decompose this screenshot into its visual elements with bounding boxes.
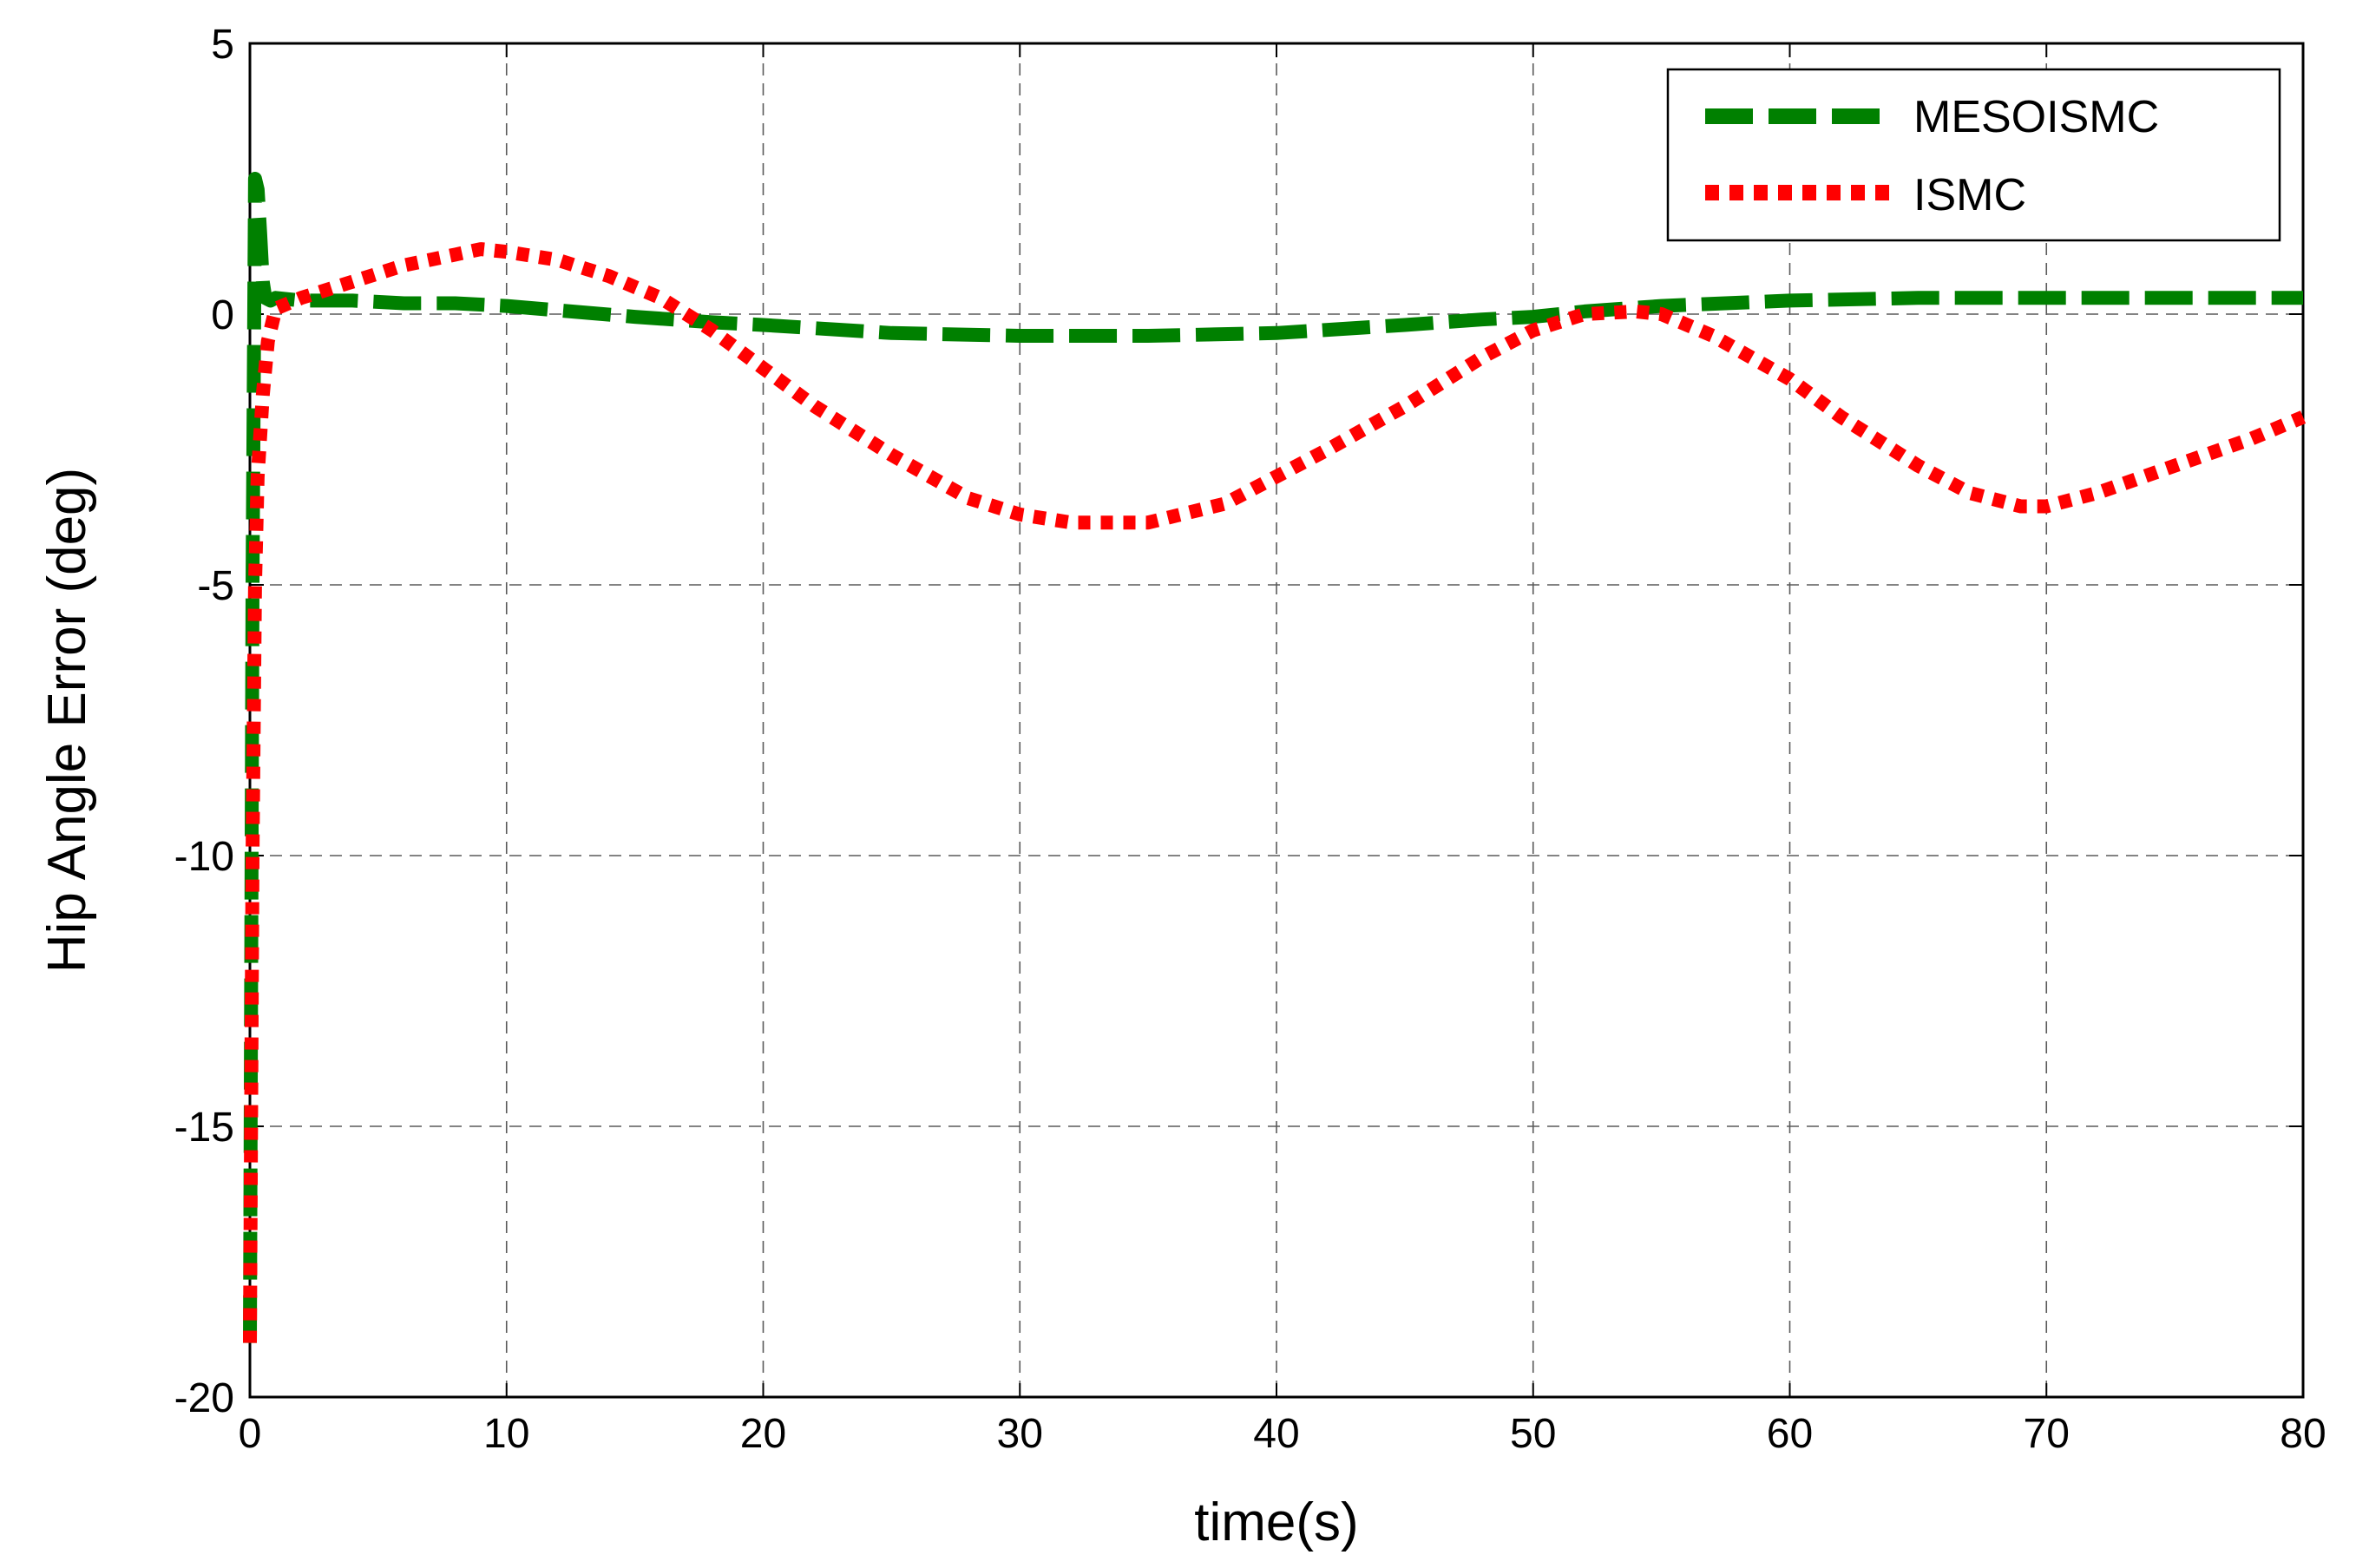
axis-ticks: 0 10 20 30 40 50 60 70 80 -20 -15 -10 -5 0 5 <box>174 22 2326 1457</box>
y-tick-label: -5 <box>197 563 234 609</box>
y-tick-label: 0 <box>211 292 234 338</box>
x-tick-label: 60 <box>1767 1411 1813 1457</box>
x-tick-label: 40 <box>1253 1411 1299 1457</box>
series-lines <box>243 172 2307 1343</box>
series-line-ismc <box>243 242 2307 1343</box>
x-tick-label: 50 <box>1510 1411 1556 1457</box>
y-axis-title: Hip Angle Error (deg) <box>37 468 97 973</box>
legend-box <box>1666 68 2281 242</box>
legend-label-ismc: ISMC <box>1913 170 2026 220</box>
y-tick-label: -15 <box>174 1105 234 1151</box>
x-tick-label: 10 <box>483 1411 529 1457</box>
y-tick-label: -10 <box>174 834 234 880</box>
x-tick-label: 70 <box>2024 1411 2070 1457</box>
x-tick-label: 20 <box>740 1411 786 1457</box>
y-tick-label: 5 <box>211 22 234 68</box>
y-tick-label: -20 <box>174 1375 234 1421</box>
legend: MESOISMC ISMC <box>1666 68 2281 242</box>
x-tick-label: 0 <box>239 1411 262 1457</box>
x-tick-label: 80 <box>2280 1411 2326 1457</box>
x-tick-label: 30 <box>997 1411 1043 1457</box>
x-axis-title: time(s) <box>1194 1493 1358 1552</box>
legend-label-mesoismc: MESOISMC <box>1913 92 2159 142</box>
